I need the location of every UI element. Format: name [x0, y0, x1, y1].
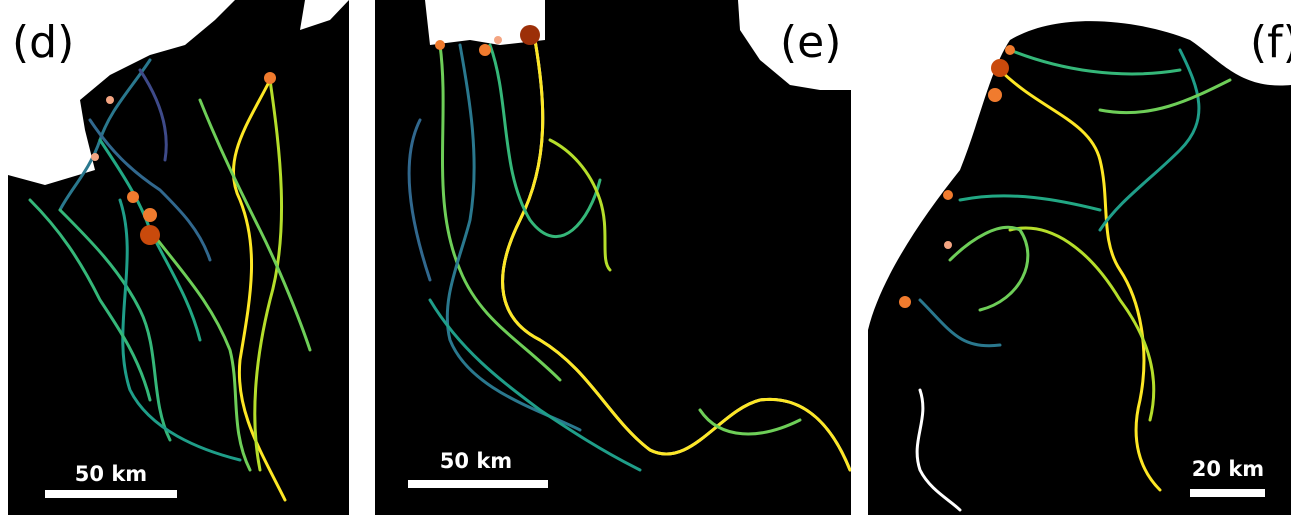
figure: (d) 50 km (e) 50 km [0, 0, 1291, 515]
panel-e: (e) 50 km [375, 0, 851, 515]
panel-label: (f) [1250, 17, 1291, 68]
scale-bar-label: 50 km [440, 449, 512, 473]
outlet [988, 88, 1002, 102]
outlet [264, 72, 276, 84]
outlet [494, 36, 502, 44]
outlet [91, 153, 99, 161]
panel-label: (e) [780, 17, 841, 68]
outlet [899, 296, 911, 308]
outlet [991, 59, 1009, 77]
outlet [140, 225, 160, 245]
scale-bar [1190, 489, 1265, 497]
scale-bar-label: 20 km [1192, 457, 1264, 481]
outlet [1005, 45, 1015, 55]
panel-d: (d) 50 km [8, 0, 349, 515]
outlet [127, 191, 139, 203]
scale-bar [408, 480, 548, 488]
outlet [479, 44, 491, 56]
outlet [143, 208, 157, 222]
land [375, 0, 851, 515]
scale-bar [45, 490, 177, 498]
outlet [944, 241, 952, 249]
scale-bar-label: 50 km [75, 462, 147, 486]
outlet [106, 96, 114, 104]
outlet [435, 40, 445, 50]
panel-f: (f) 20 km [868, 0, 1291, 515]
outlet [943, 190, 953, 200]
outlet [520, 25, 540, 45]
panel-label: (d) [12, 17, 74, 68]
